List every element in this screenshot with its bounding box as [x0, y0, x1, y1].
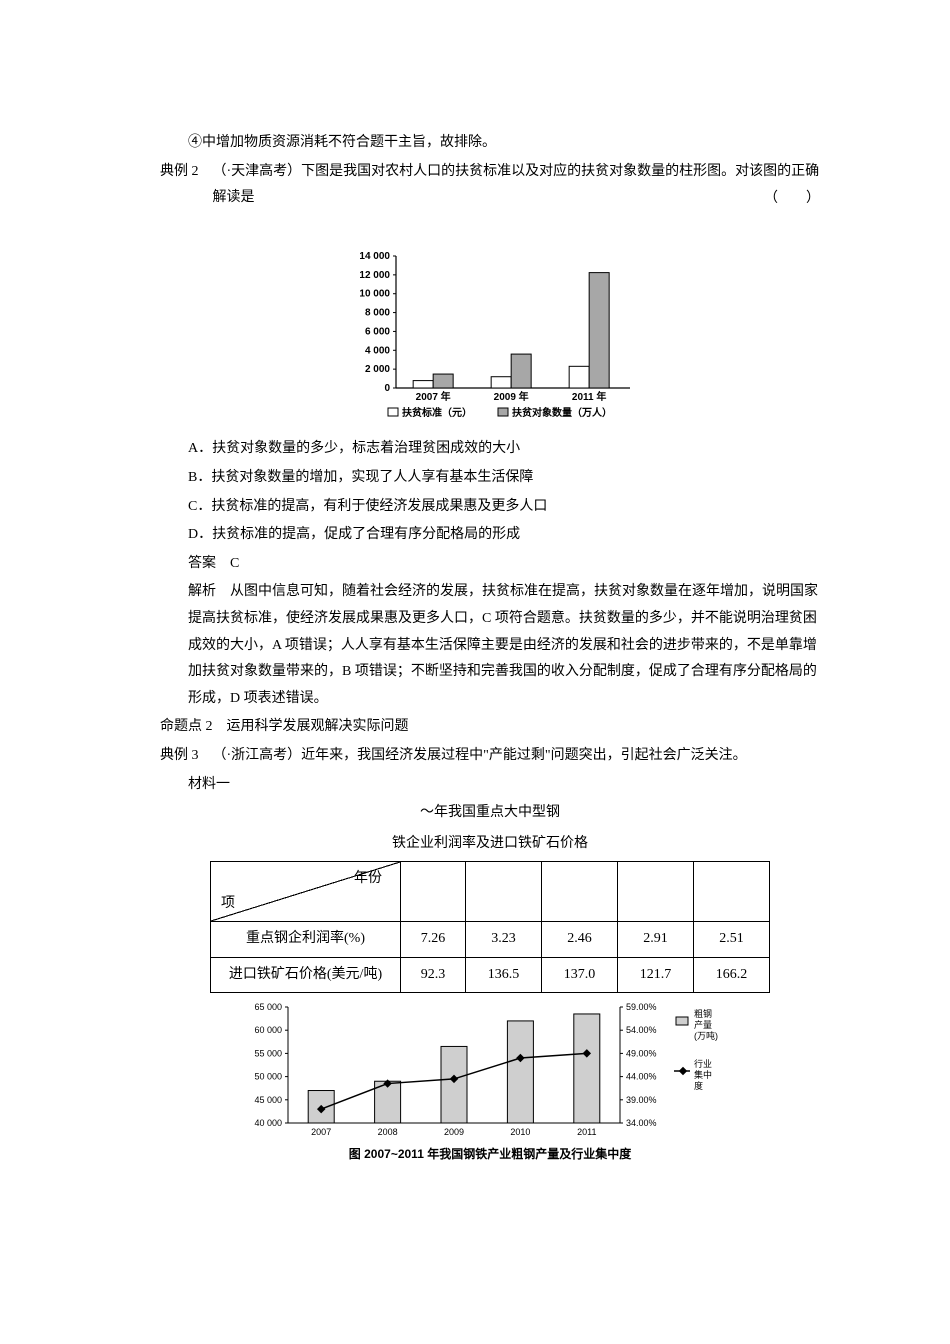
explain-paragraph: 解析 从图中信息可知，随着社会经济的发展，扶贫标准在提高，扶贫对象数量在逐年增加… [188, 579, 820, 712]
svg-text:6 000: 6 000 [365, 327, 390, 338]
svg-text:粗钢: 粗钢 [694, 1008, 712, 1019]
r1c3: 2.46 [542, 922, 618, 958]
svg-text:度: 度 [694, 1080, 703, 1091]
svg-text:65 000: 65 000 [254, 1002, 282, 1012]
table-row-1: 重点钢企利润率(%) 7.26 3.23 2.46 2.91 2.51 [211, 922, 770, 958]
chart1-svg: 0 2 000 4 000 6 000 8 000 10 000 12 000 14 000 2… [340, 248, 640, 428]
svg-text:2011: 2011 [577, 1127, 596, 1137]
table-row-2: 进口铁矿石价格(美元/吨) 92.3 136.5 137.0 121.7 166… [211, 957, 770, 993]
svg-text:34.00%: 34.00% [626, 1118, 657, 1128]
svg-text:4 000: 4 000 [365, 346, 390, 357]
table-title-1: ～年我国重点大中型钢 [160, 800, 820, 827]
explain-label: 解析 [188, 584, 216, 599]
table-col-4 [617, 862, 693, 922]
example-2-prompt: （·天津高考）下图是我国对农村人口的扶贫标准以及对应的扶贫对象数量的柱形图。对该… [213, 164, 820, 206]
svg-text:2009 年: 2009 年 [494, 390, 529, 403]
table-col-2 [466, 862, 542, 922]
r1c5: 2.51 [693, 922, 769, 958]
example-2-paren: （ ） [764, 186, 820, 213]
svg-text:扶贫标准（元）: 扶贫标准（元） [402, 406, 472, 419]
svg-text:产量: 产量 [694, 1019, 712, 1030]
material-1-label: 材料一 [188, 772, 820, 799]
svg-text:10 000: 10 000 [359, 289, 390, 300]
svg-text:59.00%: 59.00% [626, 1002, 657, 1012]
chart1-container: 0 2 000 4 000 6 000 8 000 10 000 12 000 14 000 2… [160, 248, 820, 428]
svg-text:2010: 2010 [510, 1127, 530, 1137]
r2c3: 137.0 [542, 957, 618, 993]
svg-text:44.00%: 44.00% [626, 1072, 657, 1082]
svg-text:60 000: 60 000 [254, 1026, 282, 1036]
table-title-2: 铁企业利润率及进口铁矿石价格 [160, 831, 820, 858]
r2c5: 166.2 [693, 957, 769, 993]
svg-text:40 000: 40 000 [254, 1118, 282, 1128]
steel-table: 年份 项 重点钢企利润率(%) 7.26 3.23 2.46 2.91 2.51… [210, 861, 770, 993]
diag-bottom-label: 项 [221, 891, 235, 918]
explain-text: 从图中信息可知，随着社会经济的发展，扶贫标准在提高，扶贫对象数量在逐年增加，说明… [188, 584, 818, 705]
r1c1: 7.26 [401, 922, 466, 958]
table-header-row: 年份 项 [211, 862, 770, 922]
svg-text:2 000: 2 000 [365, 365, 390, 376]
example-2-paren-wrap: . （ ） [188, 214, 820, 241]
svg-text:2008: 2008 [378, 1127, 398, 1137]
svg-text:0: 0 [384, 383, 390, 394]
svg-text:集中: 集中 [694, 1069, 712, 1080]
choice-c: C．扶贫标准的提高，有利于使经济发展成果惠及更多人口 [188, 494, 820, 521]
choice-d: D．扶贫标准的提高，促成了合理有序分配格局的形成 [188, 522, 820, 549]
choice-a: A．扶贫对象数量的多少，标志着治理贫困成效的大小 [188, 436, 820, 463]
diag-top-label: 年份 [354, 866, 382, 893]
example-3-line: 典例 3 （·浙江高考）近年来，我国经济发展过程中"产能过剩"问题突出，引起社会… [160, 743, 820, 770]
chart2: 40 000 45 000 50 000 55 000 60 000 65 000 34.0… [230, 1001, 750, 1166]
svg-text:2011 年: 2011 年 [572, 390, 606, 403]
r2c1: 92.3 [401, 957, 466, 993]
chart1: 0 2 000 4 000 6 000 8 000 10 000 12 000 14 000 2… [340, 248, 640, 428]
svg-text:8 000: 8 000 [365, 308, 390, 319]
svg-text:12 000: 12 000 [359, 270, 390, 281]
example-2-line: 典例 2 （·天津高考）下图是我国对农村人口的扶贫标准以及对应的扶贫对象数量的柱… [160, 159, 820, 212]
r1c2: 3.23 [466, 922, 542, 958]
chart2-container: 40 000 45 000 50 000 55 000 60 000 65 000 34.0… [160, 1001, 820, 1166]
table-col-3 [542, 862, 618, 922]
svg-text:50 000: 50 000 [254, 1072, 282, 1082]
svg-text:54.00%: 54.00% [626, 1026, 657, 1036]
r2c4: 121.7 [617, 957, 693, 993]
row2-head: 进口铁矿石价格(美元/吨) [211, 957, 401, 993]
svg-text:45 000: 45 000 [254, 1095, 282, 1105]
choice-b: B．扶贫对象数量的增加，实现了人人享有基本生活保障 [188, 465, 820, 492]
svg-text:扶贫对象数量（万人）: 扶贫对象数量（万人） [512, 406, 612, 419]
topic-2-heading: 命题点 2 运用科学发展观解决实际问题 [160, 714, 820, 741]
table-col-5 [693, 862, 769, 922]
row1-head: 重点钢企利润率(%) [211, 922, 401, 958]
r2c2: 136.5 [466, 957, 542, 993]
svg-text:49.00%: 49.00% [626, 1049, 657, 1059]
svg-text:2009: 2009 [444, 1127, 464, 1137]
intro-paragraph: ④中增加物质资源消耗不符合题干主旨，故排除。 [160, 130, 820, 157]
svg-text:14 000: 14 000 [359, 251, 390, 262]
svg-text:39.00%: 39.00% [626, 1095, 657, 1105]
example-3-text: （·浙江高考）近年来，我国经济发展过程中"产能过剩"问题突出，引起社会广泛关注。 [213, 743, 821, 770]
answer-line: 答案 C [188, 551, 820, 578]
chart2-svg: 40 000 45 000 50 000 55 000 60 000 65 000 34.0… [230, 1001, 750, 1141]
r1c4: 2.91 [617, 922, 693, 958]
svg-text:(万吨): (万吨) [694, 1030, 718, 1041]
table-col-1 [401, 862, 466, 922]
chart2-caption: 图 2007~2011 年我国钢铁产业粗钢产量及行业集中度 [230, 1143, 750, 1166]
example-2-label: 典例 2 [160, 159, 199, 212]
example-2-text: （·天津高考）下图是我国对农村人口的扶贫标准以及对应的扶贫对象数量的柱形图。对该… [213, 159, 821, 212]
svg-text:行业: 行业 [694, 1058, 712, 1069]
example-3-label: 典例 3 [160, 743, 199, 770]
svg-text:2007 年: 2007 年 [416, 390, 451, 403]
table-diag-cell: 年份 项 [211, 862, 401, 922]
svg-text:2007: 2007 [311, 1127, 331, 1137]
svg-text:55 000: 55 000 [254, 1049, 282, 1059]
